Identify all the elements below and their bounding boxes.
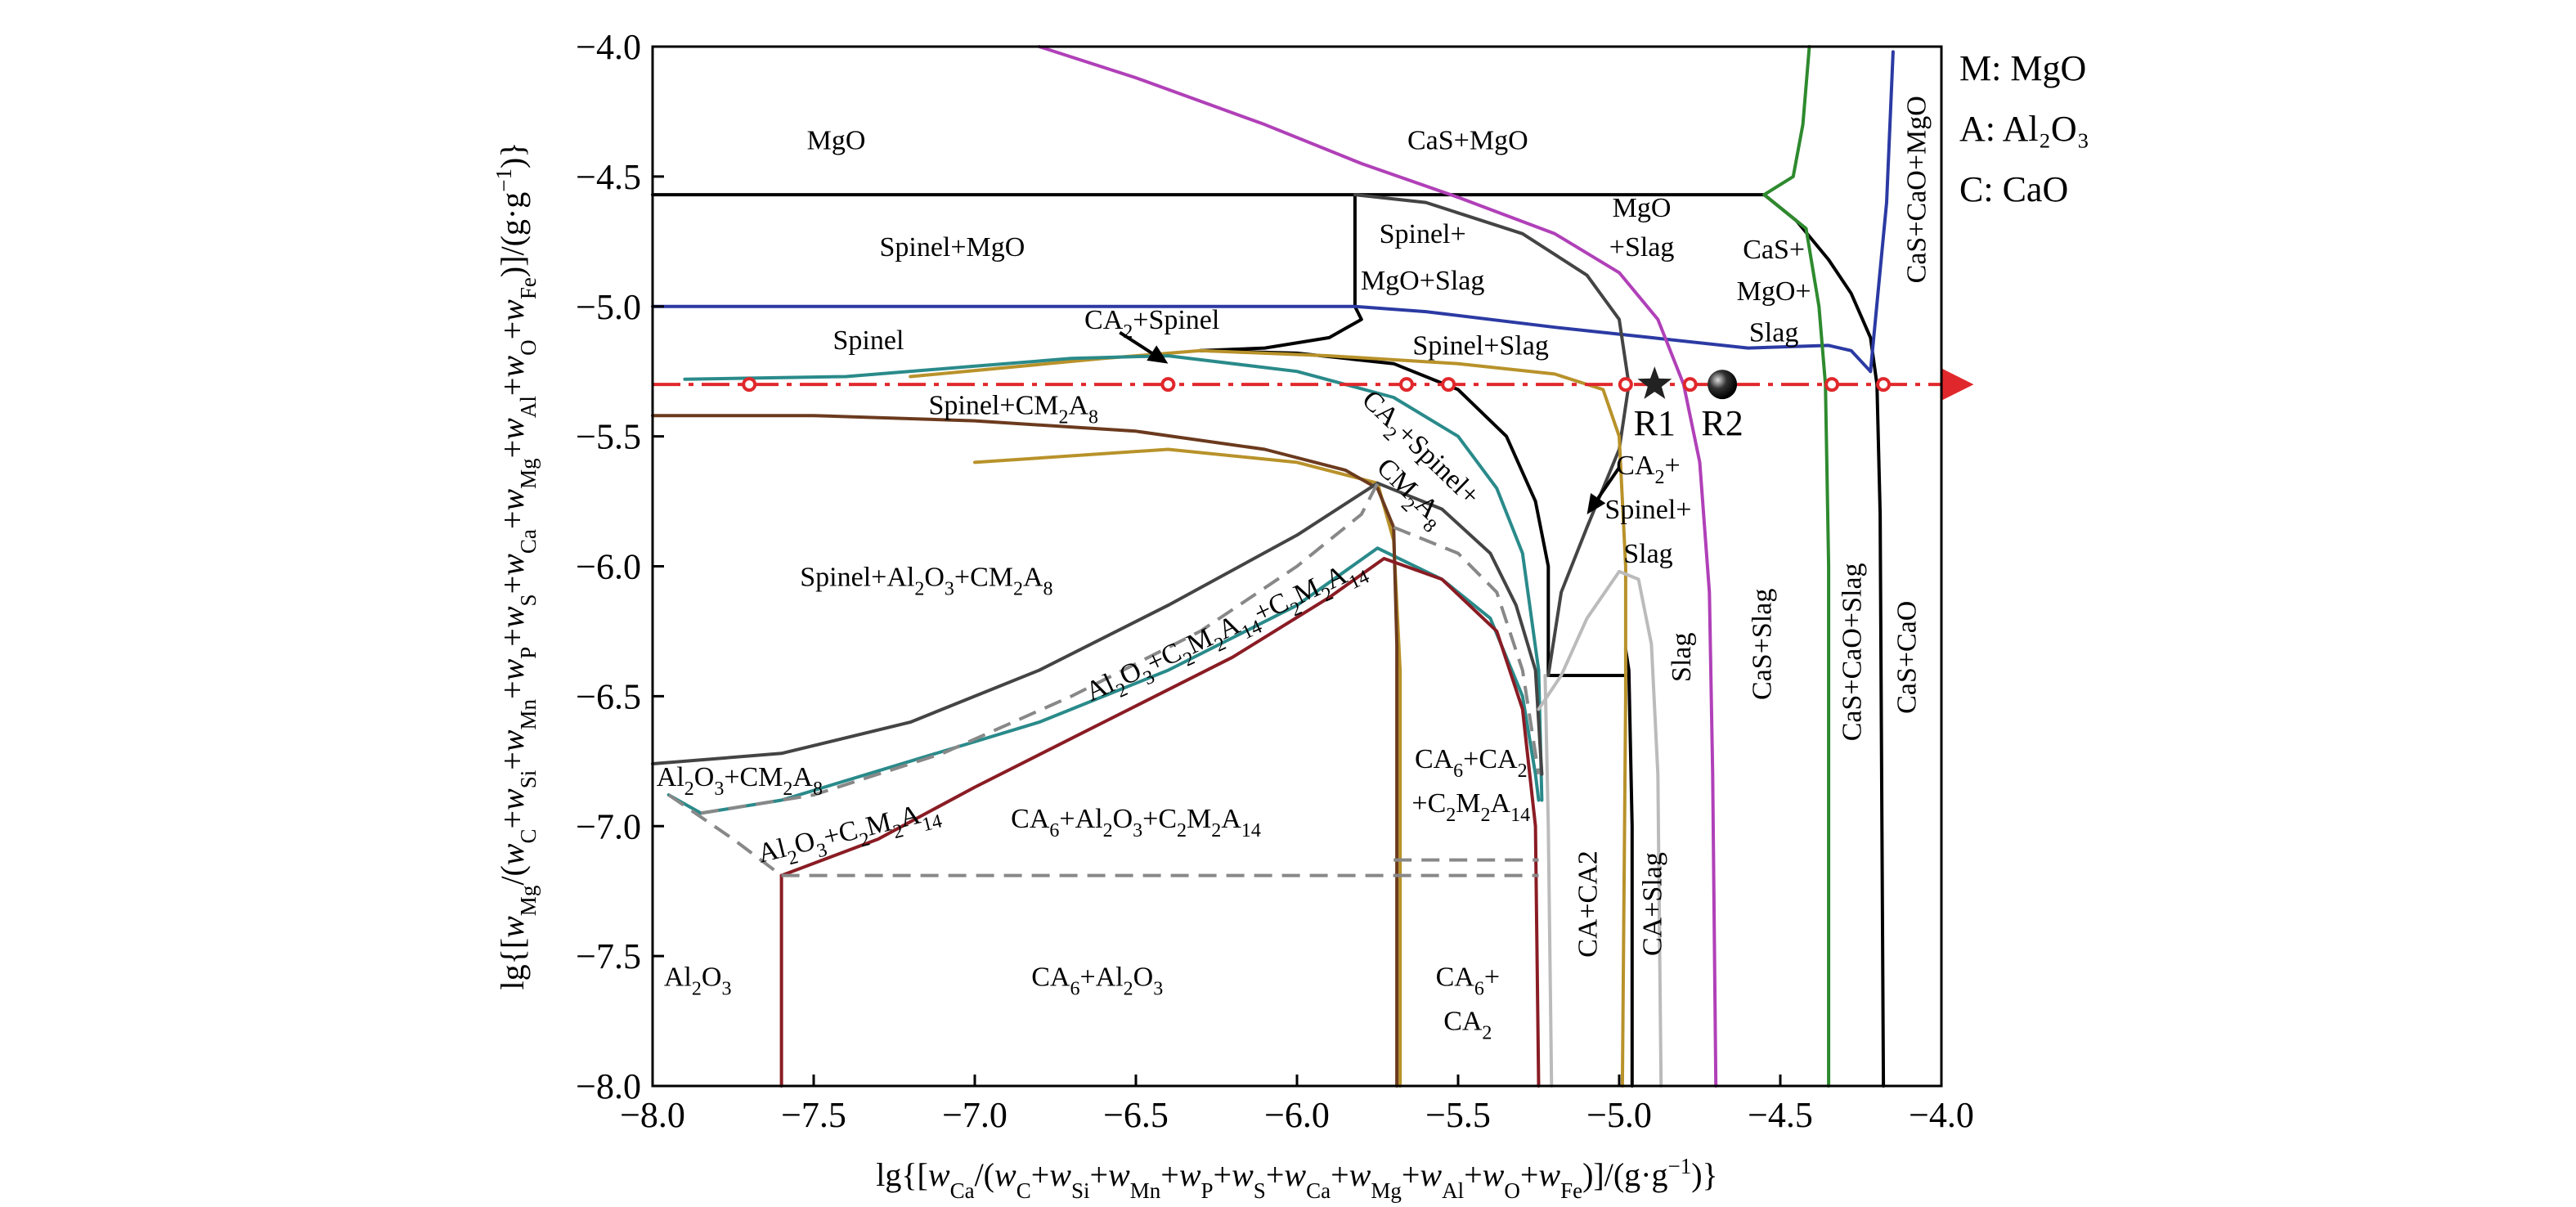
region-label-27: Al2O3+C2M2A14: [755, 795, 945, 876]
series-line-2: [1762, 193, 1886, 1088]
x-tick-label-4: −6.0: [1264, 1095, 1330, 1135]
region-label-35: CA6+: [1436, 962, 1500, 1000]
region-label-18: Spinel+: [1604, 495, 1691, 525]
region-label-1: CaS+MgO: [1407, 125, 1528, 155]
region-label-25: CaS+CaO: [1892, 601, 1922, 714]
y-axis-label: lg{[wMg/(wC+wSi+wMn+wP+wS+wCa+wMg+wAl+wO…: [491, 141, 541, 989]
series-layer: [651, 45, 1895, 1088]
series-line-21: [1376, 481, 1544, 776]
region-label-0: MgO: [807, 125, 866, 155]
series-line-13: [909, 348, 1627, 1088]
region-label-19: Slag: [1623, 539, 1672, 569]
series-line-17: [651, 414, 1399, 1088]
x-tick-label-2: −7.0: [942, 1095, 1008, 1135]
series-line-28: [1543, 674, 1554, 1088]
region-label-20: Spinel+Al2O3+CM2A8: [800, 562, 1052, 599]
series-line-4: [1198, 304, 1363, 352]
series-line-8: [1869, 50, 1895, 374]
y-tick-label-5: −6.5: [576, 676, 641, 716]
annotation-arrow-1: [1586, 466, 1621, 514]
series-line-24: [667, 793, 783, 877]
region-label-11: Spinel: [833, 325, 904, 356]
y-tick-label-2: −5.0: [576, 287, 641, 327]
region-label-9: Slag: [1749, 317, 1798, 348]
region-label-12: CA2+Spinel: [1084, 305, 1219, 343]
x-axis-label: lg{[wCa/(wC+wSi+wMn+wP+wS+wCa+wMg+wAl+wO…: [876, 1154, 1718, 1203]
series-line-9: [1037, 45, 1718, 1088]
region-label-32: CA+Slag: [1637, 852, 1667, 956]
y-tick-label-4: −6.0: [576, 547, 641, 587]
series-line-18: [779, 557, 1541, 1088]
series-line-27: [1537, 569, 1663, 1088]
marker-dot-5: [1682, 377, 1698, 393]
marker-dot-6: [1824, 377, 1840, 393]
region-label-30: +C2M2A14: [1411, 788, 1530, 826]
y-tick-label-7: −7.5: [576, 936, 641, 976]
series-line-7: [651, 304, 1873, 374]
x-tick-label-6: −5.0: [1586, 1095, 1652, 1135]
region-label-31: CA+CA2: [1573, 850, 1603, 958]
overlay-layer: R1 R2: [653, 330, 1974, 514]
region-label-33: Al2O3: [664, 962, 732, 1000]
region-label-24: CaS+CaO+Slag: [1837, 563, 1867, 741]
series-line-20: [651, 481, 1380, 765]
y-tick-label-0: −4.0: [576, 27, 641, 67]
region-label-10: CaS+CaO+MgO: [1901, 96, 1932, 283]
marker-dot-3: [1441, 377, 1456, 393]
x-tick-label-8: −4.0: [1909, 1095, 1974, 1135]
star-marker: [1637, 366, 1672, 399]
x-tick-label-0: −8.0: [620, 1095, 685, 1135]
region-label-29: CA6+CA2: [1415, 744, 1528, 782]
series-line-16: [666, 546, 1541, 815]
point-label-r2: R2: [1701, 403, 1743, 443]
region-label-13: Spinel+Slag: [1412, 330, 1549, 361]
y-tick-label-8: −8.0: [576, 1066, 641, 1106]
region-label-28: CA6+Al2O3+C2M2A14: [1011, 804, 1261, 841]
point-r1: R1: [1634, 366, 1676, 443]
x-tick-label-7: −4.5: [1748, 1095, 1813, 1135]
annotation-arrow-0: [1119, 330, 1169, 364]
region-label-21: Al2O3+C2M2A14+C2M2A14: [1081, 551, 1372, 714]
region-label-23: CaS+Slag: [1747, 589, 1777, 700]
legend: M: MgO A: Al₂O₃ C: CaO: [1959, 48, 2089, 209]
marker-dot-2: [1398, 377, 1414, 393]
x-tick-label-1: −7.5: [781, 1095, 846, 1135]
region-label-8: MgO+: [1737, 276, 1811, 307]
point-r2: R2: [1701, 370, 1744, 443]
region-label-3: Spinel+: [1380, 219, 1466, 249]
legend-entry-al2o3: A: Al₂O₃: [1959, 109, 2089, 149]
region-label-6: +Slag: [1609, 232, 1675, 262]
marker-dot-0: [742, 377, 757, 393]
series-line-22: [700, 482, 1380, 815]
region-label-4: MgO+Slag: [1361, 266, 1484, 296]
marker-dot-1: [1160, 377, 1176, 393]
region-label-5: MgO: [1613, 193, 1672, 223]
y-tick-label-1: −4.5: [576, 157, 641, 197]
x-tick-label-5: −5.5: [1425, 1095, 1491, 1135]
sphere-marker: [1708, 370, 1738, 400]
x-tick-label-3: −6.5: [1103, 1095, 1169, 1135]
axis-ticks: −8.0 −7.5 −7.0 −6.5 −6.0 −5.5 −5.0 −4.5 −4.0 −4.0…: [576, 27, 1974, 1135]
y-tick-label-3: −5.5: [576, 417, 641, 457]
region-label-26: Al2O3+CM2A8: [657, 762, 823, 800]
series-line-11: [1762, 193, 1831, 1088]
series-line-12: [1353, 193, 1631, 677]
region-label-22: Slag: [1667, 632, 1697, 681]
region-label-7: CaS+: [1743, 235, 1805, 265]
region-label-34: CA6+Al2O3: [1031, 962, 1163, 1000]
y-tick-label-6: −7.0: [576, 806, 641, 846]
legend-entry-cao: C: CaO: [1959, 169, 2068, 209]
marker-dot-4: [1618, 377, 1633, 393]
legend-entry-mgo: M: MgO: [1959, 48, 2086, 88]
series-line-23: [1393, 525, 1541, 775]
marker-dot-7: [1876, 377, 1892, 393]
point-label-r1: R1: [1634, 403, 1676, 443]
region-label-36: CA2: [1443, 1007, 1492, 1044]
region-label-17: CA2+: [1616, 451, 1680, 488]
region-label-14: Spinel+CM2A8: [929, 390, 1099, 428]
region-label-2: Spinel+MgO: [879, 232, 1025, 262]
series-line-10: [1762, 45, 1811, 197]
